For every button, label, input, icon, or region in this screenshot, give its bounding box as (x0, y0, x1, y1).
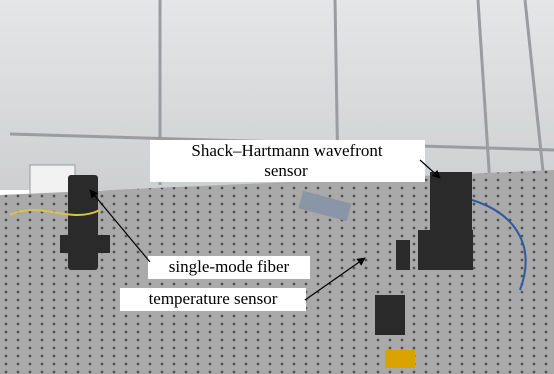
label-text: single-mode fiber (169, 257, 290, 276)
label-text: Shack–Hartmann wavefront (191, 141, 382, 160)
label-text: sensor (264, 161, 308, 180)
label-text: temperature sensor (149, 289, 278, 308)
page: Shack–Hartmann wavefront sensor single-m… (0, 0, 554, 374)
photo: Shack–Hartmann wavefront sensor single-m… (0, 0, 554, 374)
